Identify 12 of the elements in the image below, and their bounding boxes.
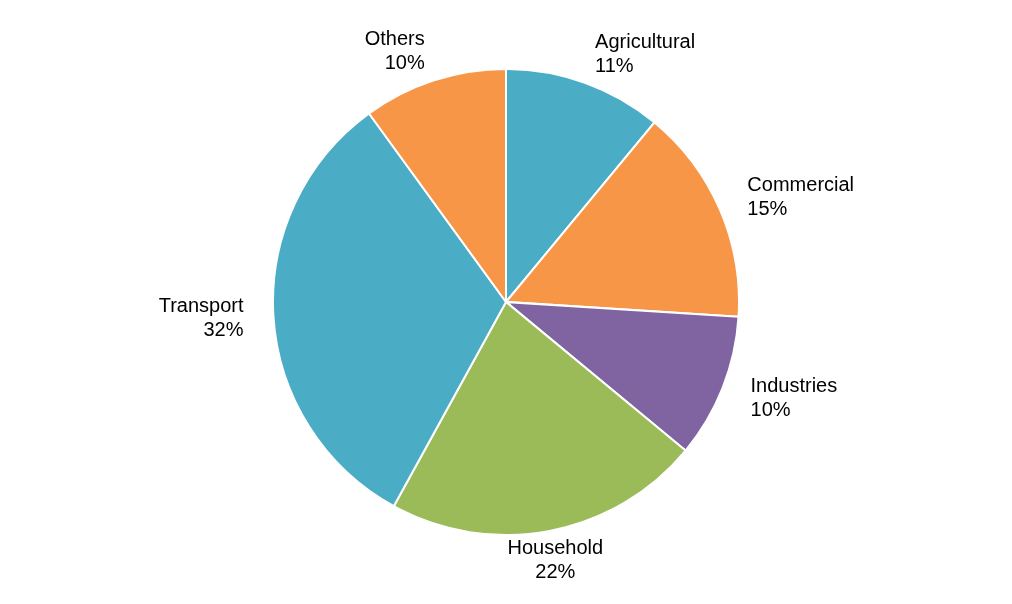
data-label: 10% bbox=[384, 51, 425, 74]
data-label: 15% bbox=[747, 197, 788, 220]
slice-label: Industries bbox=[750, 374, 838, 397]
data-label: 11% bbox=[595, 54, 634, 77]
slice-label: Transport bbox=[158, 294, 244, 317]
slice-label: Agricultural bbox=[595, 30, 696, 53]
slice-label: Others bbox=[364, 27, 425, 50]
slice-label: Household bbox=[507, 535, 604, 558]
data-label: 22% bbox=[535, 559, 576, 582]
data-label: 10% bbox=[750, 398, 791, 421]
slice-label: Commercial bbox=[747, 173, 855, 196]
data-label: 32% bbox=[203, 318, 244, 341]
